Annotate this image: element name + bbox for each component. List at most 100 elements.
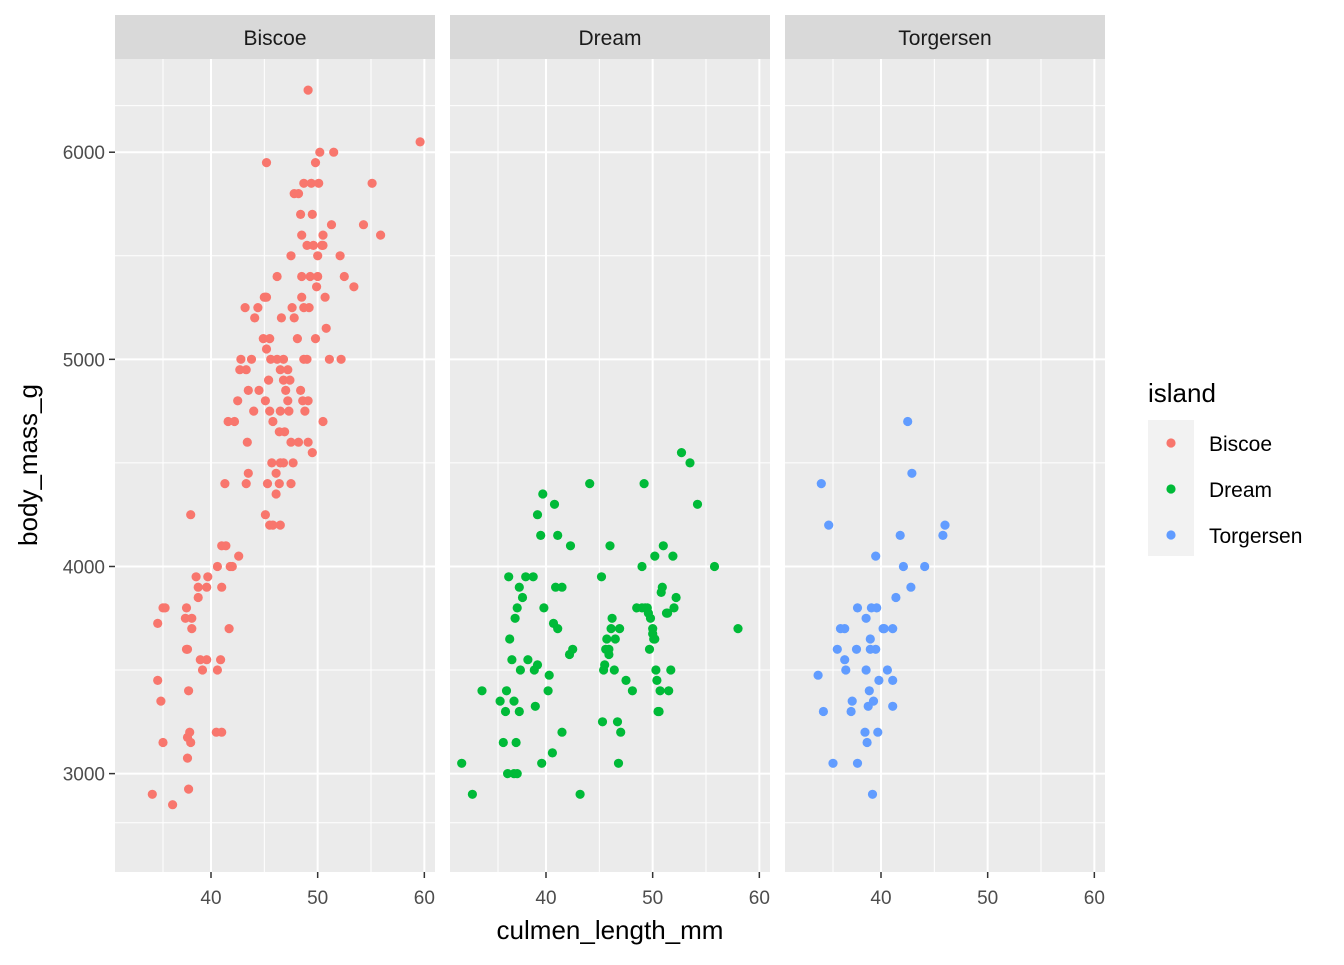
data-point-dream: [530, 701, 540, 711]
panels-layer: Biscoe Dream Torgersen: [115, 15, 1105, 872]
y-tick-label: 6000: [63, 143, 105, 164]
data-point-biscoe: [314, 178, 324, 188]
panel-background: [785, 59, 1105, 872]
data-point-dream: [615, 624, 625, 634]
data-point-torgersen: [888, 624, 898, 634]
data-point-dream: [644, 644, 655, 654]
data-point-biscoe: [303, 396, 313, 406]
data-point-dream: [596, 572, 607, 582]
y-axis: 3000 4000 5000 6000: [63, 143, 115, 786]
data-point-dream: [607, 613, 617, 623]
data-point-biscoe: [303, 85, 313, 95]
data-point-biscoe: [246, 354, 257, 364]
data-point-dream: [514, 582, 524, 592]
panel-background: [450, 59, 770, 872]
data-point-biscoe: [193, 592, 203, 603]
data-point-torgersen: [874, 675, 884, 686]
data-point-biscoe: [261, 344, 272, 354]
data-point-dream: [613, 758, 624, 768]
x-tick-label: 50: [307, 888, 328, 909]
data-point-torgersen: [813, 670, 823, 680]
data-point-biscoe: [285, 375, 295, 385]
data-point-biscoe: [289, 313, 299, 323]
data-point-biscoe: [303, 437, 313, 447]
data-point-biscoe: [318, 416, 328, 427]
data-point-biscoe: [307, 448, 317, 458]
data-point-dream: [477, 686, 487, 696]
data-point-biscoe: [278, 354, 289, 364]
data-point-dream: [654, 706, 664, 717]
data-point-dream: [648, 624, 658, 634]
data-point-biscoe: [195, 655, 205, 665]
data-point-dream: [671, 592, 681, 603]
data-point-dream: [457, 758, 467, 768]
data-point-biscoe: [147, 789, 157, 799]
x-tick-label: 50: [642, 888, 663, 909]
data-point-biscoe: [268, 520, 278, 530]
data-point-biscoe: [212, 665, 222, 675]
panel-biscoe: Biscoe: [115, 15, 435, 872]
data-point-dream: [501, 686, 512, 696]
x-tick-label: 40: [870, 888, 891, 909]
y-tick-label: 3000: [63, 765, 105, 786]
data-point-dream: [514, 706, 524, 717]
data-point-biscoe: [240, 303, 250, 313]
x-tick-label: 60: [1084, 888, 1105, 909]
data-point-biscoe: [280, 427, 290, 437]
data-point-dream: [652, 675, 662, 686]
data-point-biscoe: [313, 251, 323, 261]
data-point-biscoe: [275, 365, 285, 375]
data-point-dream: [511, 737, 521, 748]
data-point-dream: [609, 665, 619, 675]
data-point-dream: [668, 551, 678, 561]
data-point-dream: [597, 717, 608, 727]
data-point-biscoe: [191, 572, 201, 582]
data-point-biscoe: [168, 800, 178, 810]
legend-label-biscoe: Biscoe: [1209, 433, 1272, 456]
data-point-dream: [692, 499, 703, 509]
data-point-biscoe: [349, 282, 359, 292]
data-point-torgersen: [816, 479, 826, 489]
data-point-torgersen: [891, 592, 901, 603]
x-tick-label: 40: [200, 888, 221, 909]
facet-strip-label: Torgersen: [898, 27, 991, 50]
data-point-biscoe: [281, 385, 291, 395]
data-point-dream: [663, 608, 673, 618]
data-point-dream: [553, 530, 563, 541]
data-point-biscoe: [293, 189, 304, 199]
legend: island Biscoe Dream Torgersen: [1148, 378, 1302, 556]
data-point-biscoe: [310, 334, 321, 344]
data-point-biscoe: [271, 489, 281, 499]
data-point-biscoe: [265, 334, 275, 344]
data-point-biscoe: [306, 178, 316, 188]
data-point-dream: [606, 624, 616, 634]
data-point-biscoe: [267, 458, 277, 468]
x-tick-label: 60: [414, 888, 435, 909]
legend-title: island: [1148, 378, 1216, 408]
data-point-dream: [600, 660, 610, 670]
data-point-biscoe: [236, 354, 246, 364]
data-point-dream: [536, 530, 546, 541]
data-point-biscoe: [296, 209, 306, 219]
data-point-dream: [621, 675, 631, 686]
data-point-dream: [553, 624, 563, 634]
data-point-biscoe: [229, 416, 240, 427]
data-point-biscoe: [261, 158, 272, 168]
data-point-biscoe: [272, 354, 282, 364]
data-point-dream: [504, 572, 514, 582]
data-point-dream: [498, 737, 508, 748]
data-point-dream: [544, 670, 554, 680]
data-point-dream: [512, 769, 522, 779]
data-point-biscoe: [264, 375, 274, 385]
data-point-biscoe: [297, 230, 307, 240]
data-point-biscoe: [234, 551, 244, 561]
data-point-torgersen: [898, 561, 909, 572]
data-point-biscoe: [275, 406, 285, 416]
data-point-biscoe: [302, 354, 312, 364]
data-point-dream: [512, 603, 522, 613]
x-tick-label: 40: [535, 888, 556, 909]
data-point-biscoe: [283, 365, 293, 375]
data-point-dream: [495, 696, 505, 706]
data-point-dream: [585, 479, 595, 489]
